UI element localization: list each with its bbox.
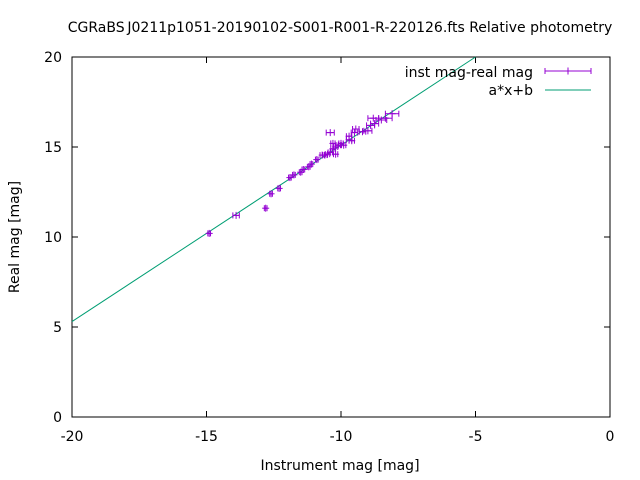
- legend: inst mag-real mag a*x+b: [405, 65, 592, 99]
- data-point: [325, 129, 335, 137]
- y-axis-label: Real mag [mag]: [7, 181, 23, 293]
- data-point: [367, 114, 380, 122]
- data-point: [363, 127, 373, 135]
- data-point: [329, 139, 337, 147]
- data-point: [348, 137, 356, 145]
- y-tick-label: 0: [53, 410, 62, 426]
- data-point: [345, 132, 353, 140]
- data-point: [275, 184, 283, 192]
- data-point: [334, 141, 342, 149]
- x-axis-label: Instrument mag [mag]: [260, 458, 419, 474]
- fit-line: [71, 56, 476, 323]
- y-axis-ticks: 0 5 10 15 20: [44, 50, 610, 426]
- x-tick-label: -5: [469, 429, 483, 445]
- plot-area: [71, 56, 476, 323]
- data-point: [299, 166, 307, 173]
- plot-frame: [71, 56, 611, 418]
- data-point: [262, 204, 270, 212]
- data-point: [286, 174, 294, 182]
- data-point: [290, 171, 298, 179]
- data-point: [232, 211, 240, 219]
- y-tick-label: 10: [44, 230, 62, 246]
- y-tick-label: 15: [44, 140, 62, 156]
- y-tick-label: 20: [44, 50, 62, 66]
- data-point: [332, 150, 340, 158]
- legend-label-fit: a*x+b: [489, 83, 534, 99]
- data-point: [205, 229, 213, 237]
- legend-label-data: inst mag-real mag: [405, 65, 533, 81]
- data-point: [267, 190, 275, 198]
- data-point: [352, 125, 360, 133]
- data-point: [370, 120, 380, 128]
- x-tick-label: -20: [61, 429, 84, 445]
- chart-title: CGRaBS J0211p1051-20190102-S001-R001-R-2…: [68, 20, 613, 36]
- data-point: [358, 128, 367, 136]
- x-tick-label: -10: [330, 429, 353, 445]
- data-point: [384, 110, 400, 118]
- x-axis-ticks: -20 -15 -10 -5 0: [61, 57, 615, 445]
- y-tick-label: 5: [53, 320, 62, 336]
- x-tick-label: 0: [606, 429, 615, 445]
- x-tick-label: -15: [195, 429, 218, 445]
- data-point: [350, 129, 359, 137]
- data-point: [313, 156, 321, 164]
- data-point: [307, 160, 315, 168]
- legend-sample-data: [544, 67, 592, 75]
